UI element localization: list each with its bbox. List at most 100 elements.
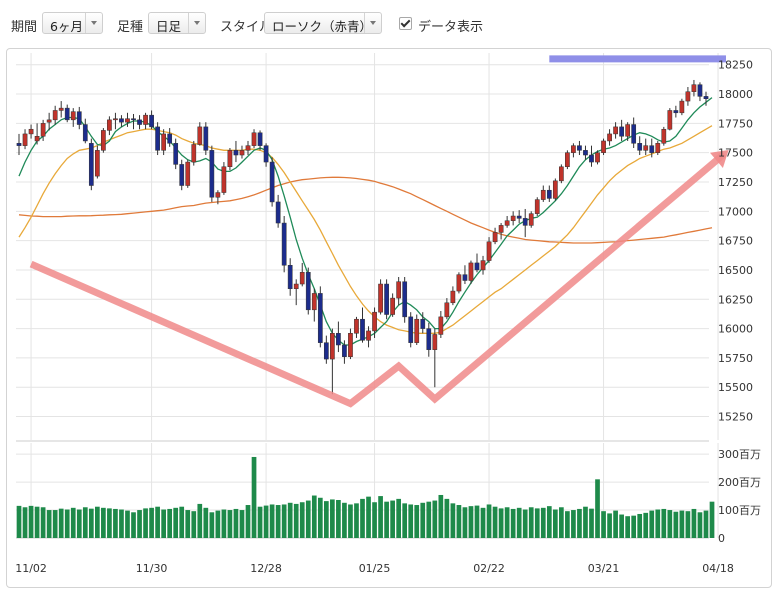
volume-bar <box>161 509 166 538</box>
volume-bar <box>275 505 281 538</box>
candle-up <box>28 128 34 135</box>
candle-down <box>131 118 136 121</box>
volume-bar <box>245 505 251 538</box>
time-tick-label: 01/25 <box>359 562 391 575</box>
volume-bar <box>607 513 612 538</box>
candle-up <box>221 166 227 193</box>
price-tick-label: 18000 <box>718 88 753 101</box>
candle-down <box>317 293 323 343</box>
volume-bar <box>655 509 661 538</box>
volume-bar <box>601 511 606 538</box>
candle-up <box>34 136 40 142</box>
candle-down <box>336 333 341 346</box>
volume-bar <box>637 513 643 538</box>
candle-up <box>486 241 492 261</box>
volume-bar <box>546 506 552 538</box>
volume-bar <box>95 506 100 538</box>
volume-bar <box>131 512 136 538</box>
period-select[interactable]: 6ヶ月 <box>42 12 103 34</box>
volume-bar <box>631 515 637 538</box>
volume-bar <box>287 502 293 538</box>
volume-bar <box>583 506 588 538</box>
candle-up <box>655 143 661 153</box>
volume-bar <box>643 512 649 538</box>
candle-down <box>583 150 588 156</box>
candle-down <box>263 145 269 163</box>
volume-bar <box>221 509 227 538</box>
candle-up <box>625 124 631 137</box>
volume-bar <box>293 503 299 538</box>
volume-bar <box>215 510 221 538</box>
candle-up <box>22 133 28 146</box>
volume-bar <box>378 496 383 538</box>
candle-up <box>480 260 486 271</box>
volume-bar <box>552 509 558 538</box>
volume-bar <box>299 502 305 538</box>
candle-down <box>281 222 287 266</box>
price-tick-label: 16000 <box>718 323 753 336</box>
bar-type-select[interactable]: 日足 <box>148 12 206 34</box>
volume-bar <box>185 510 191 538</box>
volume-bar <box>534 508 540 538</box>
candle-up <box>679 100 685 114</box>
volume-bar <box>462 507 468 538</box>
volume-bar <box>360 498 365 538</box>
candle-down <box>16 143 22 146</box>
volume-bar <box>528 507 534 538</box>
volume-bar <box>384 501 389 538</box>
volume-bar <box>34 506 40 538</box>
candle-up <box>58 107 64 111</box>
candle-up <box>534 199 540 214</box>
candle-up <box>143 114 148 125</box>
volume-bar <box>179 506 185 538</box>
axis-labels: 15250 15500 15750 16000 16250 16500 16750 17000… <box>15 59 761 575</box>
volume-bar <box>703 510 709 538</box>
volume-bar <box>498 508 504 538</box>
ma-short-line <box>18 97 713 346</box>
volume-bar <box>269 504 275 538</box>
candle-up <box>601 140 606 153</box>
candle-up <box>498 225 504 233</box>
candle-up <box>540 189 546 200</box>
volume-bar <box>233 508 239 538</box>
candle-up <box>40 123 46 137</box>
candle-down <box>149 114 154 128</box>
time-tick-label: 11/02 <box>15 562 47 575</box>
candle-down <box>203 126 209 151</box>
candle-down <box>64 107 70 121</box>
volume-bar <box>613 510 618 538</box>
candle-up <box>667 110 673 130</box>
candle-up <box>565 152 570 168</box>
volume-bar <box>22 507 28 538</box>
candle-up <box>571 145 576 153</box>
candle-up <box>239 150 245 156</box>
candle-down <box>426 328 432 350</box>
volume-bar <box>239 510 245 538</box>
volume-bar <box>209 512 215 538</box>
candle-up <box>504 220 510 226</box>
candle-down <box>619 126 624 137</box>
volume-bar <box>46 510 52 538</box>
style-select[interactable]: ローソク（赤青） <box>264 12 382 34</box>
price-tick-label: 15250 <box>718 411 753 424</box>
period-select-value: 6ヶ月 <box>50 19 83 34</box>
volume-bar <box>348 504 353 538</box>
volume-bar <box>372 502 377 538</box>
candle-up <box>685 91 691 102</box>
volume-bar <box>281 504 287 538</box>
candle-up <box>372 311 377 332</box>
candle-down <box>516 215 522 219</box>
volume-bar <box>311 495 317 538</box>
time-tick-label: 12/28 <box>250 562 282 575</box>
candle-up <box>70 111 76 121</box>
volume-tick-label: 200百万 <box>718 476 761 489</box>
candle-up <box>378 283 383 313</box>
volume-bar <box>667 510 673 538</box>
candle-down <box>323 342 329 360</box>
candle-up <box>215 192 221 198</box>
volume-bar <box>167 508 173 538</box>
candle-up <box>432 334 438 350</box>
candle-down <box>269 161 275 203</box>
data-display-checkbox[interactable] <box>399 17 412 30</box>
